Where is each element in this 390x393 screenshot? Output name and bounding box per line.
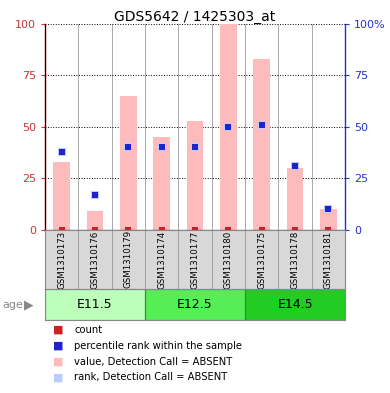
- Bar: [145, 289, 245, 320]
- Text: E11.5: E11.5: [77, 298, 113, 311]
- Bar: [153, 137, 170, 230]
- Text: ▶: ▶: [24, 298, 34, 311]
- Bar: [287, 168, 303, 230]
- Text: ■: ■: [53, 356, 63, 367]
- Text: GSM1310175: GSM1310175: [257, 230, 266, 288]
- Bar: [320, 209, 337, 230]
- Bar: [87, 211, 103, 230]
- Text: GSM1310179: GSM1310179: [124, 230, 133, 288]
- Text: GSM1310181: GSM1310181: [324, 230, 333, 288]
- Text: GSM1310173: GSM1310173: [57, 230, 66, 288]
- Text: value, Detection Call = ABSENT: value, Detection Call = ABSENT: [74, 356, 232, 367]
- Text: age: age: [2, 299, 23, 310]
- Bar: [187, 121, 203, 230]
- Bar: [53, 162, 70, 230]
- Bar: [245, 289, 345, 320]
- Text: percentile rank within the sample: percentile rank within the sample: [74, 341, 242, 351]
- Bar: [254, 59, 270, 230]
- Text: count: count: [74, 325, 102, 335]
- Text: GSM1310177: GSM1310177: [190, 230, 200, 288]
- Text: rank, Detection Call = ABSENT: rank, Detection Call = ABSENT: [74, 372, 227, 382]
- Bar: [220, 24, 237, 230]
- Text: GSM1310178: GSM1310178: [291, 230, 300, 288]
- Bar: [45, 289, 145, 320]
- Text: ■: ■: [53, 372, 63, 382]
- Text: E14.5: E14.5: [277, 298, 313, 311]
- Text: GDS5642 / 1425303_at: GDS5642 / 1425303_at: [114, 10, 276, 24]
- Text: ■: ■: [53, 325, 63, 335]
- Text: GSM1310180: GSM1310180: [224, 230, 233, 288]
- Text: GSM1310176: GSM1310176: [90, 230, 99, 288]
- Bar: [120, 96, 136, 230]
- Text: GSM1310174: GSM1310174: [157, 230, 166, 288]
- Text: ■: ■: [53, 341, 63, 351]
- Text: E12.5: E12.5: [177, 298, 213, 311]
